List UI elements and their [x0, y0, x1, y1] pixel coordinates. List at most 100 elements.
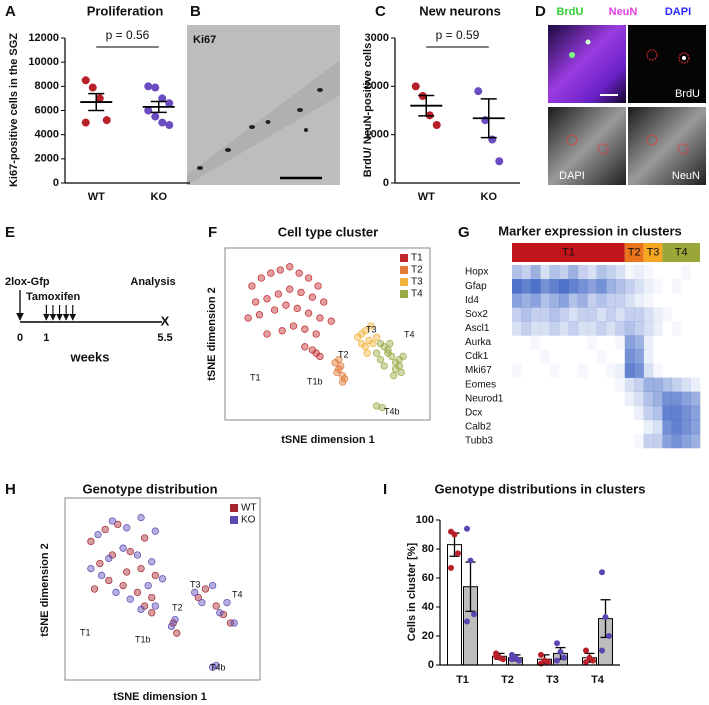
y-tick-label: 100 [416, 514, 434, 526]
cell [682, 56, 686, 60]
heatmap-cell [643, 335, 654, 350]
heatmap-cell [587, 321, 597, 336]
data-point [301, 325, 309, 333]
heatmap-cell [643, 405, 654, 421]
panel-label: C [375, 3, 386, 20]
data-point [363, 349, 371, 357]
data-point [545, 659, 551, 666]
data-point [554, 657, 560, 664]
heatmap-cell [681, 419, 691, 435]
cluster-label: T4 [675, 246, 688, 258]
heatmap-cell [681, 405, 691, 421]
data-point [557, 648, 564, 655]
heatmap-cell [540, 265, 550, 280]
heatmap-cell [653, 349, 663, 363]
y-tick-label: 8000 [35, 80, 59, 92]
heatmap-cell [653, 391, 663, 407]
x-tick-label: WT [418, 191, 435, 203]
heatmap-cell [568, 364, 578, 378]
heatmap-cell [568, 392, 578, 406]
data-point [338, 378, 347, 386]
channel-label: BrdU [557, 6, 584, 18]
y-tick-label: 60 [422, 572, 434, 584]
data-point [590, 657, 596, 664]
x-tick-label: WT [88, 191, 105, 203]
chart-title: Genotype distribution [82, 481, 217, 496]
heatmap-cell [662, 391, 673, 407]
heatmap-cell [681, 349, 691, 363]
y-tick-label: 12000 [28, 32, 59, 44]
data-point [102, 116, 111, 125]
data-point [105, 576, 113, 585]
data-point [390, 371, 398, 380]
heatmap-cell [530, 307, 541, 322]
data-point [171, 615, 179, 624]
channel-label: NeuN [609, 6, 638, 18]
dose-label: Tamoxifen [26, 291, 80, 303]
row-label: Calb2 [465, 422, 492, 433]
data-point [369, 339, 377, 348]
heatmap-cell [530, 265, 541, 280]
data-point [270, 306, 279, 314]
data-point [165, 99, 174, 108]
panel-label: A [5, 3, 16, 20]
x-tick-label: KO [151, 191, 168, 203]
cluster-label: T3 [647, 246, 660, 258]
heatmap-cell [662, 307, 673, 322]
data-point [173, 629, 181, 637]
heatmap-cell [653, 293, 663, 307]
heatmap-cell [521, 279, 532, 294]
y-tick-label: 3000 [365, 32, 389, 44]
row-label: Cdk1 [465, 351, 489, 362]
heatmap-cell [577, 293, 588, 308]
image-d: BrdU NeuN DAPI BrdU DAPI NeuN [548, 6, 706, 185]
heatmap-cell [671, 419, 682, 435]
heatmap-cell [681, 307, 691, 321]
y-tick-label: 2000 [35, 153, 59, 165]
y-tick-label: 0 [428, 659, 434, 671]
data-point [471, 611, 477, 618]
heatmap-cell [681, 293, 691, 307]
heatmap-cell [606, 265, 616, 280]
y-axis-label: tSNE dimension 2 [206, 287, 218, 381]
heatmap-cell [577, 307, 588, 322]
heatmap-cell [634, 420, 644, 434]
heatmap-cell [521, 364, 531, 378]
y-tick-label: 2000 [365, 80, 389, 92]
heatmap-cell [691, 349, 701, 363]
heatmap-cell [653, 335, 663, 349]
data-point [114, 520, 122, 529]
data-point [286, 285, 294, 293]
data-point [158, 575, 167, 583]
heatmap-cell [540, 321, 550, 336]
heatmap-cell [634, 391, 644, 407]
heatmap-cell [559, 279, 569, 294]
heatmap-cell [681, 279, 691, 293]
bar [447, 544, 462, 666]
data-point [148, 593, 156, 602]
heatmap-cell [559, 392, 569, 406]
chart-title: Proliferation [87, 3, 164, 18]
data-point [201, 585, 210, 593]
data-point [395, 355, 403, 364]
heatmap-cell [568, 293, 579, 308]
heatmap-cell [596, 265, 607, 280]
heatmap-cell [578, 420, 588, 434]
row-label: Ascl1 [465, 323, 490, 334]
tile-brdu [628, 25, 706, 103]
data-point [198, 598, 206, 607]
heatmap-cell [568, 434, 578, 448]
heatmap-cell [578, 406, 588, 420]
data-point [295, 269, 303, 277]
heatmap-cell [634, 293, 644, 308]
legend-label: T1 [411, 253, 423, 264]
heatmap-cell [550, 349, 560, 363]
data-point [599, 569, 605, 576]
data-point [583, 659, 589, 666]
y-tick-label: 0 [53, 177, 59, 189]
heatmap-cell [643, 321, 654, 336]
heatmap-cell [559, 335, 569, 349]
heatmap-cell [624, 391, 635, 407]
legend-swatch [230, 504, 238, 512]
